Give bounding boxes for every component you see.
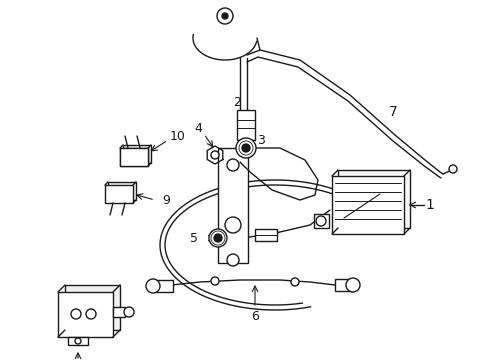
Bar (105, 185, 133, 203)
Bar (331, 176, 403, 234)
Bar (58, 292, 113, 337)
Circle shape (222, 13, 227, 19)
Circle shape (346, 278, 359, 292)
Circle shape (210, 231, 224, 245)
Text: 1: 1 (425, 198, 433, 212)
Circle shape (290, 278, 298, 286)
Circle shape (210, 151, 219, 159)
Bar (254, 229, 276, 241)
Text: 5: 5 (190, 231, 198, 244)
Text: 3: 3 (257, 134, 264, 147)
Circle shape (86, 309, 96, 319)
Bar (337, 170, 409, 228)
Circle shape (210, 277, 219, 285)
Bar (313, 214, 328, 228)
Bar (108, 182, 136, 200)
Text: 10: 10 (170, 130, 185, 143)
Circle shape (217, 8, 232, 24)
Text: 4: 4 (194, 122, 202, 135)
Circle shape (146, 279, 160, 293)
Circle shape (71, 309, 81, 319)
Circle shape (239, 141, 252, 155)
Circle shape (224, 217, 241, 233)
Circle shape (242, 144, 249, 152)
Text: 6: 6 (250, 310, 259, 323)
Bar (68, 337, 88, 345)
Text: 7: 7 (388, 105, 397, 119)
Circle shape (124, 307, 134, 317)
Circle shape (214, 234, 222, 242)
Circle shape (75, 338, 81, 344)
Bar (120, 148, 148, 166)
Text: 2: 2 (233, 95, 241, 108)
Text: 9: 9 (162, 194, 169, 207)
Bar (218, 148, 247, 263)
Bar (334, 279, 352, 291)
Bar (113, 307, 125, 317)
Circle shape (208, 229, 226, 247)
Circle shape (226, 254, 239, 266)
Bar (65, 285, 120, 330)
Bar (123, 145, 151, 163)
Circle shape (226, 159, 239, 171)
Circle shape (448, 165, 456, 173)
Bar (120, 148, 148, 166)
Bar (237, 110, 254, 140)
Circle shape (315, 216, 325, 226)
Bar (155, 280, 173, 292)
Circle shape (236, 138, 256, 158)
